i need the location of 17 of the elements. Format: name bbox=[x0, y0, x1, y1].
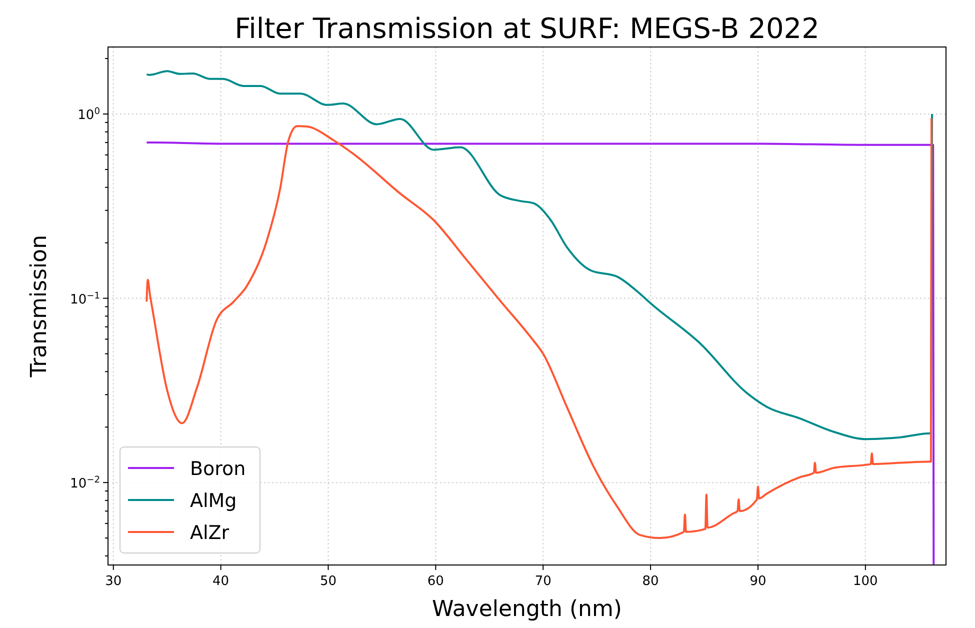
x-tick-label: 30 bbox=[105, 574, 122, 589]
y-tick-label: 10$^{0}$ bbox=[78, 107, 100, 124]
x-axis-title: Wavelength (nm) bbox=[432, 597, 622, 622]
x-tick-label: 40 bbox=[212, 574, 230, 589]
x-tick-label: 90 bbox=[750, 574, 766, 589]
legend-label: AlMg bbox=[190, 490, 237, 512]
chart-title: Filter Transmission at SURF: MEGS-B 2022 bbox=[234, 12, 820, 45]
legend-label: Boron bbox=[190, 458, 246, 480]
x-tick-label: 80 bbox=[642, 574, 659, 589]
y-tick-label: 10$^{−1}$ bbox=[70, 291, 100, 308]
x-tick-label: 70 bbox=[534, 574, 552, 589]
y-tick-label: 10$^{−2}$ bbox=[70, 476, 100, 492]
x-tick-label: 100 bbox=[853, 574, 878, 589]
x-tick-label: 60 bbox=[427, 574, 444, 589]
x-tick-label: 50 bbox=[320, 574, 337, 589]
y-axis-title: Transmission bbox=[27, 234, 52, 378]
legend-label: AlZr bbox=[190, 522, 230, 544]
